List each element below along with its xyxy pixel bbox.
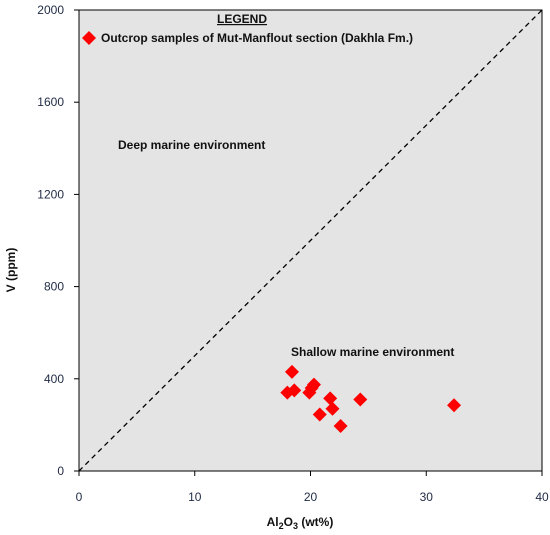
legend-entry-label: Outcrop samples of Mut-Manflout section … xyxy=(101,31,413,45)
y-tick-label: 2000 xyxy=(37,3,64,17)
x-tick-label: 30 xyxy=(420,490,434,504)
data-point xyxy=(325,401,340,416)
y-axis: 0 400 800 1200 1600 2000 xyxy=(37,3,79,478)
data-point xyxy=(306,377,321,392)
y-tick-label: 1200 xyxy=(37,187,64,201)
data-point xyxy=(312,407,327,422)
y-tick-label: 400 xyxy=(44,372,64,386)
y-axis-title: V (ppm) xyxy=(4,248,18,293)
data-points xyxy=(280,364,462,434)
legend-entry: Outcrop samples of Mut-Manflout section … xyxy=(82,31,413,45)
x-tick-label: 20 xyxy=(304,490,318,504)
data-point xyxy=(353,392,368,407)
boundary-line xyxy=(78,9,543,472)
annotation-deep-marine: Deep marine environment xyxy=(118,138,265,152)
legend-title: LEGEND xyxy=(217,12,267,26)
annotation-shallow-marine: Shallow marine environment xyxy=(291,345,454,359)
data-point xyxy=(284,364,299,379)
legend-marker xyxy=(82,31,96,45)
y-tick-label: 1600 xyxy=(37,95,64,109)
x-tick-label: 10 xyxy=(188,490,202,504)
y-tick-label: 800 xyxy=(44,280,64,294)
x-axis: 0 10 20 30 40 xyxy=(76,471,549,504)
x-tick-label: 40 xyxy=(535,490,549,504)
x-axis-title: Al2O3 (wt%) xyxy=(267,515,334,531)
data-point xyxy=(447,398,462,413)
y-tick-label: 0 xyxy=(57,464,64,478)
x-tick-label: 0 xyxy=(76,490,83,504)
data-point xyxy=(323,391,338,406)
data-point xyxy=(287,383,302,398)
data-point xyxy=(333,419,348,434)
